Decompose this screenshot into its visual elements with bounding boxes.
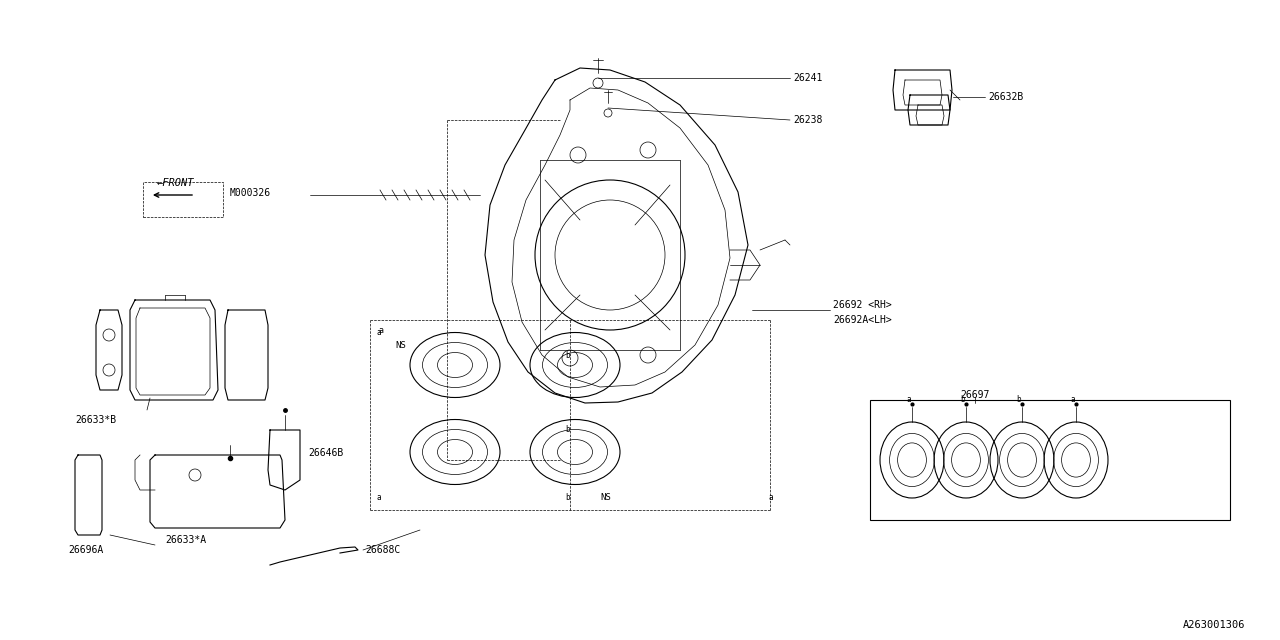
Text: b: b bbox=[1016, 396, 1021, 404]
Bar bbox=[870, 400, 1230, 520]
Bar bbox=[143, 182, 223, 217]
Text: NS: NS bbox=[396, 340, 406, 349]
Text: a: a bbox=[1070, 396, 1075, 404]
Text: 26697: 26697 bbox=[960, 390, 989, 400]
Text: 26692A<LH>: 26692A<LH> bbox=[833, 315, 892, 325]
Text: b: b bbox=[564, 351, 570, 360]
Text: 26646B: 26646B bbox=[308, 448, 343, 458]
Text: 26238: 26238 bbox=[794, 115, 822, 125]
Text: a: a bbox=[768, 493, 773, 502]
Text: 26241: 26241 bbox=[794, 73, 822, 83]
Text: a: a bbox=[906, 396, 911, 404]
Text: b: b bbox=[961, 396, 965, 404]
Text: b: b bbox=[564, 426, 570, 435]
Text: b: b bbox=[564, 493, 570, 502]
Text: a: a bbox=[376, 328, 380, 337]
Text: 26633*A: 26633*A bbox=[165, 535, 206, 545]
Text: a: a bbox=[378, 326, 383, 335]
Text: 26632B: 26632B bbox=[988, 92, 1023, 102]
Text: 26692 <RH>: 26692 <RH> bbox=[833, 300, 892, 310]
Text: 26688C: 26688C bbox=[365, 545, 401, 555]
Text: ←FRONT: ←FRONT bbox=[157, 178, 195, 188]
Text: M000326: M000326 bbox=[230, 188, 271, 198]
Text: A263001306: A263001306 bbox=[1183, 620, 1245, 630]
Text: a: a bbox=[376, 493, 380, 502]
Text: 26633*B: 26633*B bbox=[76, 415, 116, 425]
Text: 26696A: 26696A bbox=[68, 545, 104, 555]
Text: NS: NS bbox=[600, 493, 611, 502]
